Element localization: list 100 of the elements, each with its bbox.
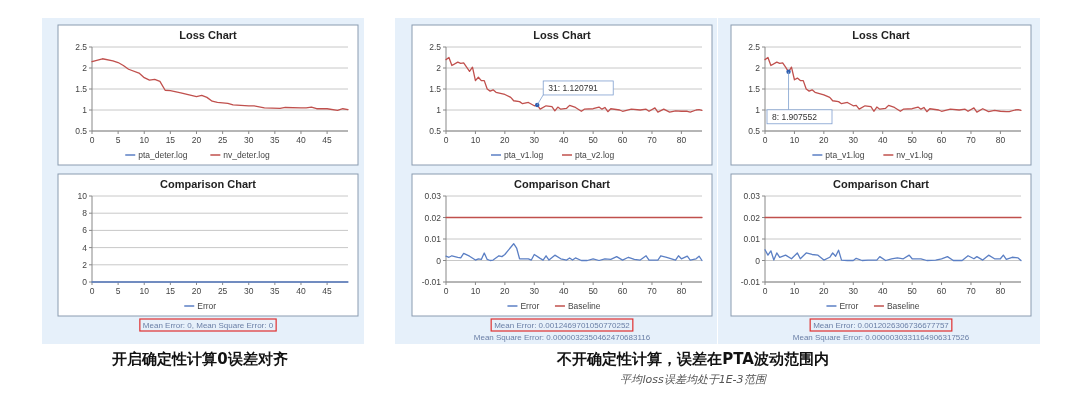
text: Mean Error: 0.0012469701050770252 <box>494 321 631 330</box>
legend-label: Error <box>197 301 217 311</box>
y-tick-label: 0.01 <box>743 234 761 244</box>
legend-label: pta_v1.log <box>825 150 865 160</box>
y-tick-label: 6 <box>82 225 88 236</box>
x-tick-label: 10 <box>139 135 150 145</box>
annotation: 31: 1.120791 <box>548 82 599 93</box>
x-tick-label: 80 <box>676 135 687 145</box>
legend-label: pta_v1.log <box>504 150 544 160</box>
x-tick-label: 20 <box>500 135 510 145</box>
x-tick-label: 0 <box>762 286 768 296</box>
x-tick-label: 20 <box>191 286 202 296</box>
text: Mean Error: 0.0012026306736677757 <box>813 321 950 330</box>
x-tick-label: 5 <box>115 286 121 296</box>
x-tick-label: 15 <box>165 286 176 296</box>
y-tick-label: 2.5 <box>75 42 88 52</box>
x-tick-label: 80 <box>995 286 1006 296</box>
x-tick-label: 30 <box>244 135 254 145</box>
y-tick-label: 0.01 <box>424 234 442 244</box>
x-tick-label: 20 <box>191 135 202 145</box>
line-series <box>445 243 703 262</box>
x-tick-label: 70 <box>966 286 976 296</box>
x-tick-label: 50 <box>907 135 918 145</box>
text: Mean Error: 0, Mean Square Error: 0 <box>142 321 274 330</box>
x-tick-label: 30 <box>848 135 859 145</box>
x-tick-label: 10 <box>789 135 800 145</box>
x-tick-label: 60 <box>617 286 628 296</box>
x-tick-label: 0 <box>89 286 95 296</box>
x-tick-label: 70 <box>647 286 657 296</box>
x-tick-label: 20 <box>500 286 510 296</box>
chart-title: Comparison Chart <box>514 178 611 190</box>
chart-title: Loss Chart <box>533 29 592 41</box>
x-tick-label: 60 <box>936 286 947 296</box>
chart-title: Loss Chart <box>852 29 911 41</box>
legend-label: Error <box>839 301 859 311</box>
y-tick-label: -0.01 <box>740 277 761 287</box>
x-tick-label: 10 <box>139 286 150 296</box>
x-tick-label: 60 <box>617 135 628 145</box>
y-tick-label: 1 <box>436 105 442 115</box>
x-tick-label: 10 <box>789 286 800 296</box>
x-tick-label: 40 <box>296 286 306 296</box>
x-tick-label: 80 <box>995 135 1006 145</box>
y-tick-label: 1 <box>755 105 761 115</box>
x-tick-label: 70 <box>966 135 976 145</box>
y-tick-label: 2.5 <box>429 42 442 52</box>
x-tick-label: 45 <box>322 135 333 145</box>
y-tick-label: 2 <box>436 63 442 73</box>
line-series <box>445 56 703 113</box>
x-tick-label: 30 <box>529 135 540 145</box>
x-tick-label: 60 <box>936 135 947 145</box>
text: 不开确定性计算，误差在PTA波动范围内 <box>556 350 829 368</box>
y-tick-label: 2 <box>82 63 88 73</box>
x-tick-label: 0 <box>89 135 95 145</box>
legend-label: pta_v2.log <box>575 150 615 160</box>
x-tick-label: 40 <box>877 286 888 296</box>
chart-title: Comparison Chart <box>160 178 257 190</box>
x-tick-label: 50 <box>907 286 918 296</box>
x-tick-label: 50 <box>588 135 599 145</box>
y-tick-label: 0.02 <box>743 212 761 223</box>
x-tick-label: 20 <box>819 286 829 296</box>
x-tick-label: 45 <box>322 286 333 296</box>
chart-title: Loss Chart <box>179 29 238 41</box>
y-tick-label: 1.5 <box>429 84 442 94</box>
line-series <box>764 56 1022 113</box>
y-tick-label: 0.03 <box>743 191 761 201</box>
annotation: 8: 1.907552 <box>772 111 818 122</box>
x-tick-label: 35 <box>270 135 280 145</box>
line-series <box>764 249 1022 262</box>
text: 平均loss误差均处于1E-3范围 <box>620 373 767 386</box>
legend-label: nv_v1.log <box>896 150 934 160</box>
x-tick-label: 15 <box>165 135 176 145</box>
y-tick-label: 2.5 <box>748 42 761 52</box>
x-tick-label: 10 <box>470 286 481 296</box>
y-tick-label: 0.5 <box>429 126 442 136</box>
x-tick-label: 80 <box>676 286 687 296</box>
x-tick-label: 5 <box>115 135 121 145</box>
y-tick-label: 0.5 <box>748 126 761 136</box>
text: Mean Square Error: 0.0000032350462470683116 <box>473 333 651 342</box>
y-tick-label: 1.5 <box>75 84 88 94</box>
x-tick-label: 30 <box>848 286 859 296</box>
legend-label: Baseline <box>567 301 601 311</box>
x-tick-label: 40 <box>296 135 306 145</box>
text: 开启确定性计算0误差对齐 <box>111 350 288 368</box>
legend-label: pta_deter.log <box>138 150 188 160</box>
x-tick-label: 20 <box>819 135 829 145</box>
y-tick-label: 0 <box>82 277 88 287</box>
y-tick-label: 10 <box>77 191 88 201</box>
y-tick-label: -0.01 <box>421 277 442 287</box>
y-tick-label: 1.5 <box>748 84 761 94</box>
x-tick-label: 30 <box>244 286 254 296</box>
x-tick-label: 0 <box>443 286 449 296</box>
x-tick-label: 40 <box>558 135 569 145</box>
x-tick-label: 25 <box>217 135 228 145</box>
y-tick-label: 2 <box>755 63 761 73</box>
y-tick-label: 0.5 <box>75 126 88 136</box>
chart-title: Comparison Chart <box>833 178 930 190</box>
x-tick-label: 50 <box>588 286 599 296</box>
y-tick-label: 0.03 <box>424 191 442 201</box>
x-tick-label: 40 <box>558 286 569 296</box>
legend-label: Baseline <box>886 301 920 311</box>
